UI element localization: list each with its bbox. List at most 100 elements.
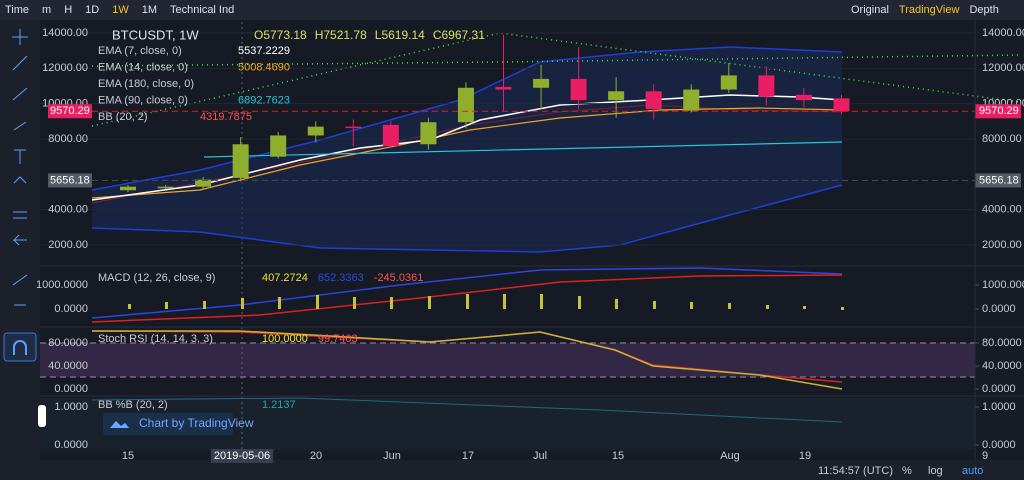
pane-value: -245.0361 [374, 272, 424, 284]
candle-body [645, 91, 662, 109]
candle-body [120, 186, 136, 191]
y-tick-label: 14000.00 [982, 27, 1024, 39]
ohlc-value: O5773.18 [254, 28, 307, 42]
left-toolbar [0, 20, 40, 480]
bb-upper [91, 46, 843, 191]
drawing-icons [12, 29, 28, 306]
pane-value: 100.0000 [262, 333, 308, 345]
macd-hist [128, 294, 844, 310]
y-tick-label: 0.0000 [982, 439, 1016, 451]
signal-line [91, 274, 843, 323]
y-tick-label: 0.0000 [982, 383, 1016, 395]
indicator-name: BB (20, 2) [98, 111, 148, 123]
toolbar-button[interactable]: Technical Ind [170, 4, 234, 16]
candle-body [570, 78, 587, 101]
pane-name: BB %B (20, 2) [98, 399, 168, 411]
indicator-value: 5008.4690 [238, 61, 290, 73]
y-tick-label: 8000.00 [982, 133, 1022, 145]
candle-body [457, 87, 474, 123]
pane-name: Stoch RSI (14, 14, 3, 3) [98, 333, 213, 345]
candle-body [608, 91, 625, 101]
pane-value: 652.3363 [318, 272, 364, 284]
y-tick-label: 1000.0000 [982, 279, 1024, 291]
toolbar-button[interactable]: H [64, 4, 72, 16]
candle-body [533, 78, 550, 88]
magnet-button[interactable] [3, 332, 37, 362]
bb-lower [91, 184, 843, 253]
time-label: 20 [310, 450, 322, 462]
y-tick-label: 1.0000 [54, 401, 88, 413]
pane-value: 99.7403 [318, 333, 358, 345]
price-box [975, 173, 1021, 188]
y-tick-label: 4000.00 [982, 204, 1022, 216]
status-item[interactable]: % [902, 465, 912, 477]
watermark-bg [103, 413, 233, 435]
y-tick-label: 80.0000 [982, 337, 1022, 349]
stoch-band [40, 343, 975, 377]
indicator-name: EMA (7, close, 0) [98, 45, 182, 57]
time-label: 19 [799, 450, 811, 462]
status-item[interactable]: auto [962, 465, 983, 477]
macd-pane-bg [40, 268, 975, 326]
ema90 [203, 141, 843, 158]
candle-body [795, 94, 812, 101]
time-label: Jul [533, 450, 547, 462]
toolbar-button[interactable]: Depth [969, 4, 998, 16]
toolbar-button[interactable]: Time [5, 4, 29, 16]
ohlc-value: H7521.78 [315, 28, 367, 42]
y-tick-label: 0.0000 [54, 439, 88, 451]
indicator-value: 6892.7623 [238, 94, 290, 106]
toolbar-button[interactable]: 1M [142, 4, 157, 16]
y-tick-label: 8000.00 [48, 133, 88, 145]
stoch-k [92, 330, 843, 390]
ohlc-value: C6967.31 [433, 28, 485, 42]
status-item: 11:54:57 (UTC) [818, 465, 893, 477]
y-tick-label: 4000.00 [48, 204, 88, 216]
indicator-value: 5537.2229 [238, 45, 290, 57]
indicator-name: EMA (180, close, 0) [98, 78, 194, 90]
status-item[interactable]: log [928, 465, 943, 477]
y-tick-label: 40.0000 [982, 360, 1022, 372]
candle-body [157, 186, 174, 189]
toolbar-button[interactable]: 1W [112, 4, 129, 16]
indicator-name: EMA (14, close, 0) [98, 61, 188, 73]
candle-body [683, 89, 700, 111]
candle-body [382, 124, 399, 147]
price-label: 9570.29 [979, 105, 1019, 117]
time-label: 17 [462, 450, 474, 462]
scroll-handle[interactable] [38, 405, 46, 427]
candle-body [307, 126, 324, 136]
ema7 [91, 94, 843, 201]
toolbar-button[interactable]: TradingView [899, 4, 960, 16]
y-tick-label: 0.0000 [982, 303, 1016, 315]
y-tick-label: 1.0000 [982, 401, 1016, 413]
pane-name: MACD (12, 26, close, 9) [98, 272, 215, 284]
top-toolbar [0, 0, 1024, 20]
symbol: BTCUSDT, 1W [112, 27, 199, 42]
toolbar-button[interactable]: Original [851, 4, 889, 16]
pane-value: 407.2724 [262, 272, 308, 284]
tv-logo [110, 421, 129, 428]
price-box [975, 104, 1021, 119]
y-tick-label: 12000.00 [42, 62, 88, 74]
bbb-line [91, 397, 843, 423]
time-label: 2019-05-06 [214, 450, 270, 462]
candle-body [345, 126, 362, 129]
candle-body [195, 179, 212, 187]
price-box [48, 104, 92, 119]
y-tick-label: 1000.0000 [36, 279, 88, 291]
price-box [48, 173, 92, 188]
y-tick-label: 14000.00 [42, 27, 88, 39]
ema14 [91, 107, 843, 199]
candle-body [232, 144, 249, 178]
macd-line [91, 267, 843, 319]
y-tick-label: 12000.00 [982, 62, 1024, 74]
time-label: 15 [612, 450, 624, 462]
toolbar-button[interactable]: 1D [85, 4, 99, 16]
indicator-value: 4319.7875 [200, 111, 252, 123]
toolbar-button[interactable]: m [42, 4, 51, 16]
time-highlight [210, 449, 274, 463]
y-tick-label: 40.0000 [48, 360, 88, 372]
candle-body [833, 98, 850, 112]
